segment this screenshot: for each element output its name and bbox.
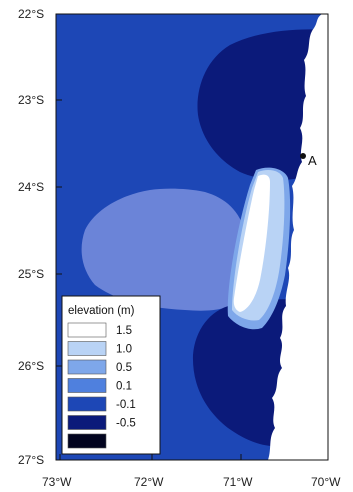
- legend-label: 0.1: [116, 381, 132, 393]
- longitude-axis: 73°W 72°W 71°W 70°W: [42, 454, 341, 489]
- latitude-axis: 22°S 23°S 24°S 25°S 26°S 27°S: [18, 7, 62, 467]
- legend-label: -0.1: [116, 399, 136, 411]
- lat-label-26s: 26°S: [18, 359, 44, 373]
- land-mass: [268, 14, 328, 460]
- south-negative-anomaly: [192, 299, 300, 447]
- legend-label: 1.5: [116, 325, 132, 337]
- legend-label: 0.5: [116, 362, 132, 374]
- legend-swatch: [67, 433, 107, 449]
- lat-label-24s: 24°S: [18, 180, 44, 194]
- offshore-positive-anomaly: [81, 188, 248, 311]
- point-a-label: A: [308, 153, 317, 168]
- legend-swatch: [67, 322, 107, 338]
- legend-swatch: [67, 415, 107, 430]
- coastal-band-peak: [233, 174, 270, 312]
- legend-label: 1.0: [116, 344, 132, 356]
- map-border: [55, 13, 329, 461]
- lon-label-73w: 73°W: [42, 475, 72, 489]
- legend-label: -0.5: [116, 418, 136, 430]
- legend-title: elevation (m): [68, 305, 135, 317]
- lon-label-71w: 71°W: [223, 475, 253, 489]
- legend-box: [61, 295, 161, 455]
- legend-swatch: [67, 341, 107, 356]
- lat-label-27s: 27°S: [18, 453, 44, 467]
- legend-swatch: [67, 359, 107, 375]
- legend-swatch: [67, 378, 107, 393]
- lon-label-72w: 72°W: [134, 475, 164, 489]
- point-a-marker: [300, 153, 306, 159]
- lon-label-70w: 70°W: [311, 475, 341, 489]
- legend: elevation (m) 1.5 1.0 0.5 0.1 -0.1 -0.5: [61, 295, 161, 455]
- legend-swatch: [67, 396, 107, 412]
- land-east: [328, 14, 353, 460]
- lat-label-22s: 22°S: [18, 7, 44, 21]
- lat-label-23s: 23°S: [18, 93, 44, 107]
- north-negative-anomaly: [197, 29, 328, 181]
- lat-label-25s: 25°S: [18, 267, 44, 281]
